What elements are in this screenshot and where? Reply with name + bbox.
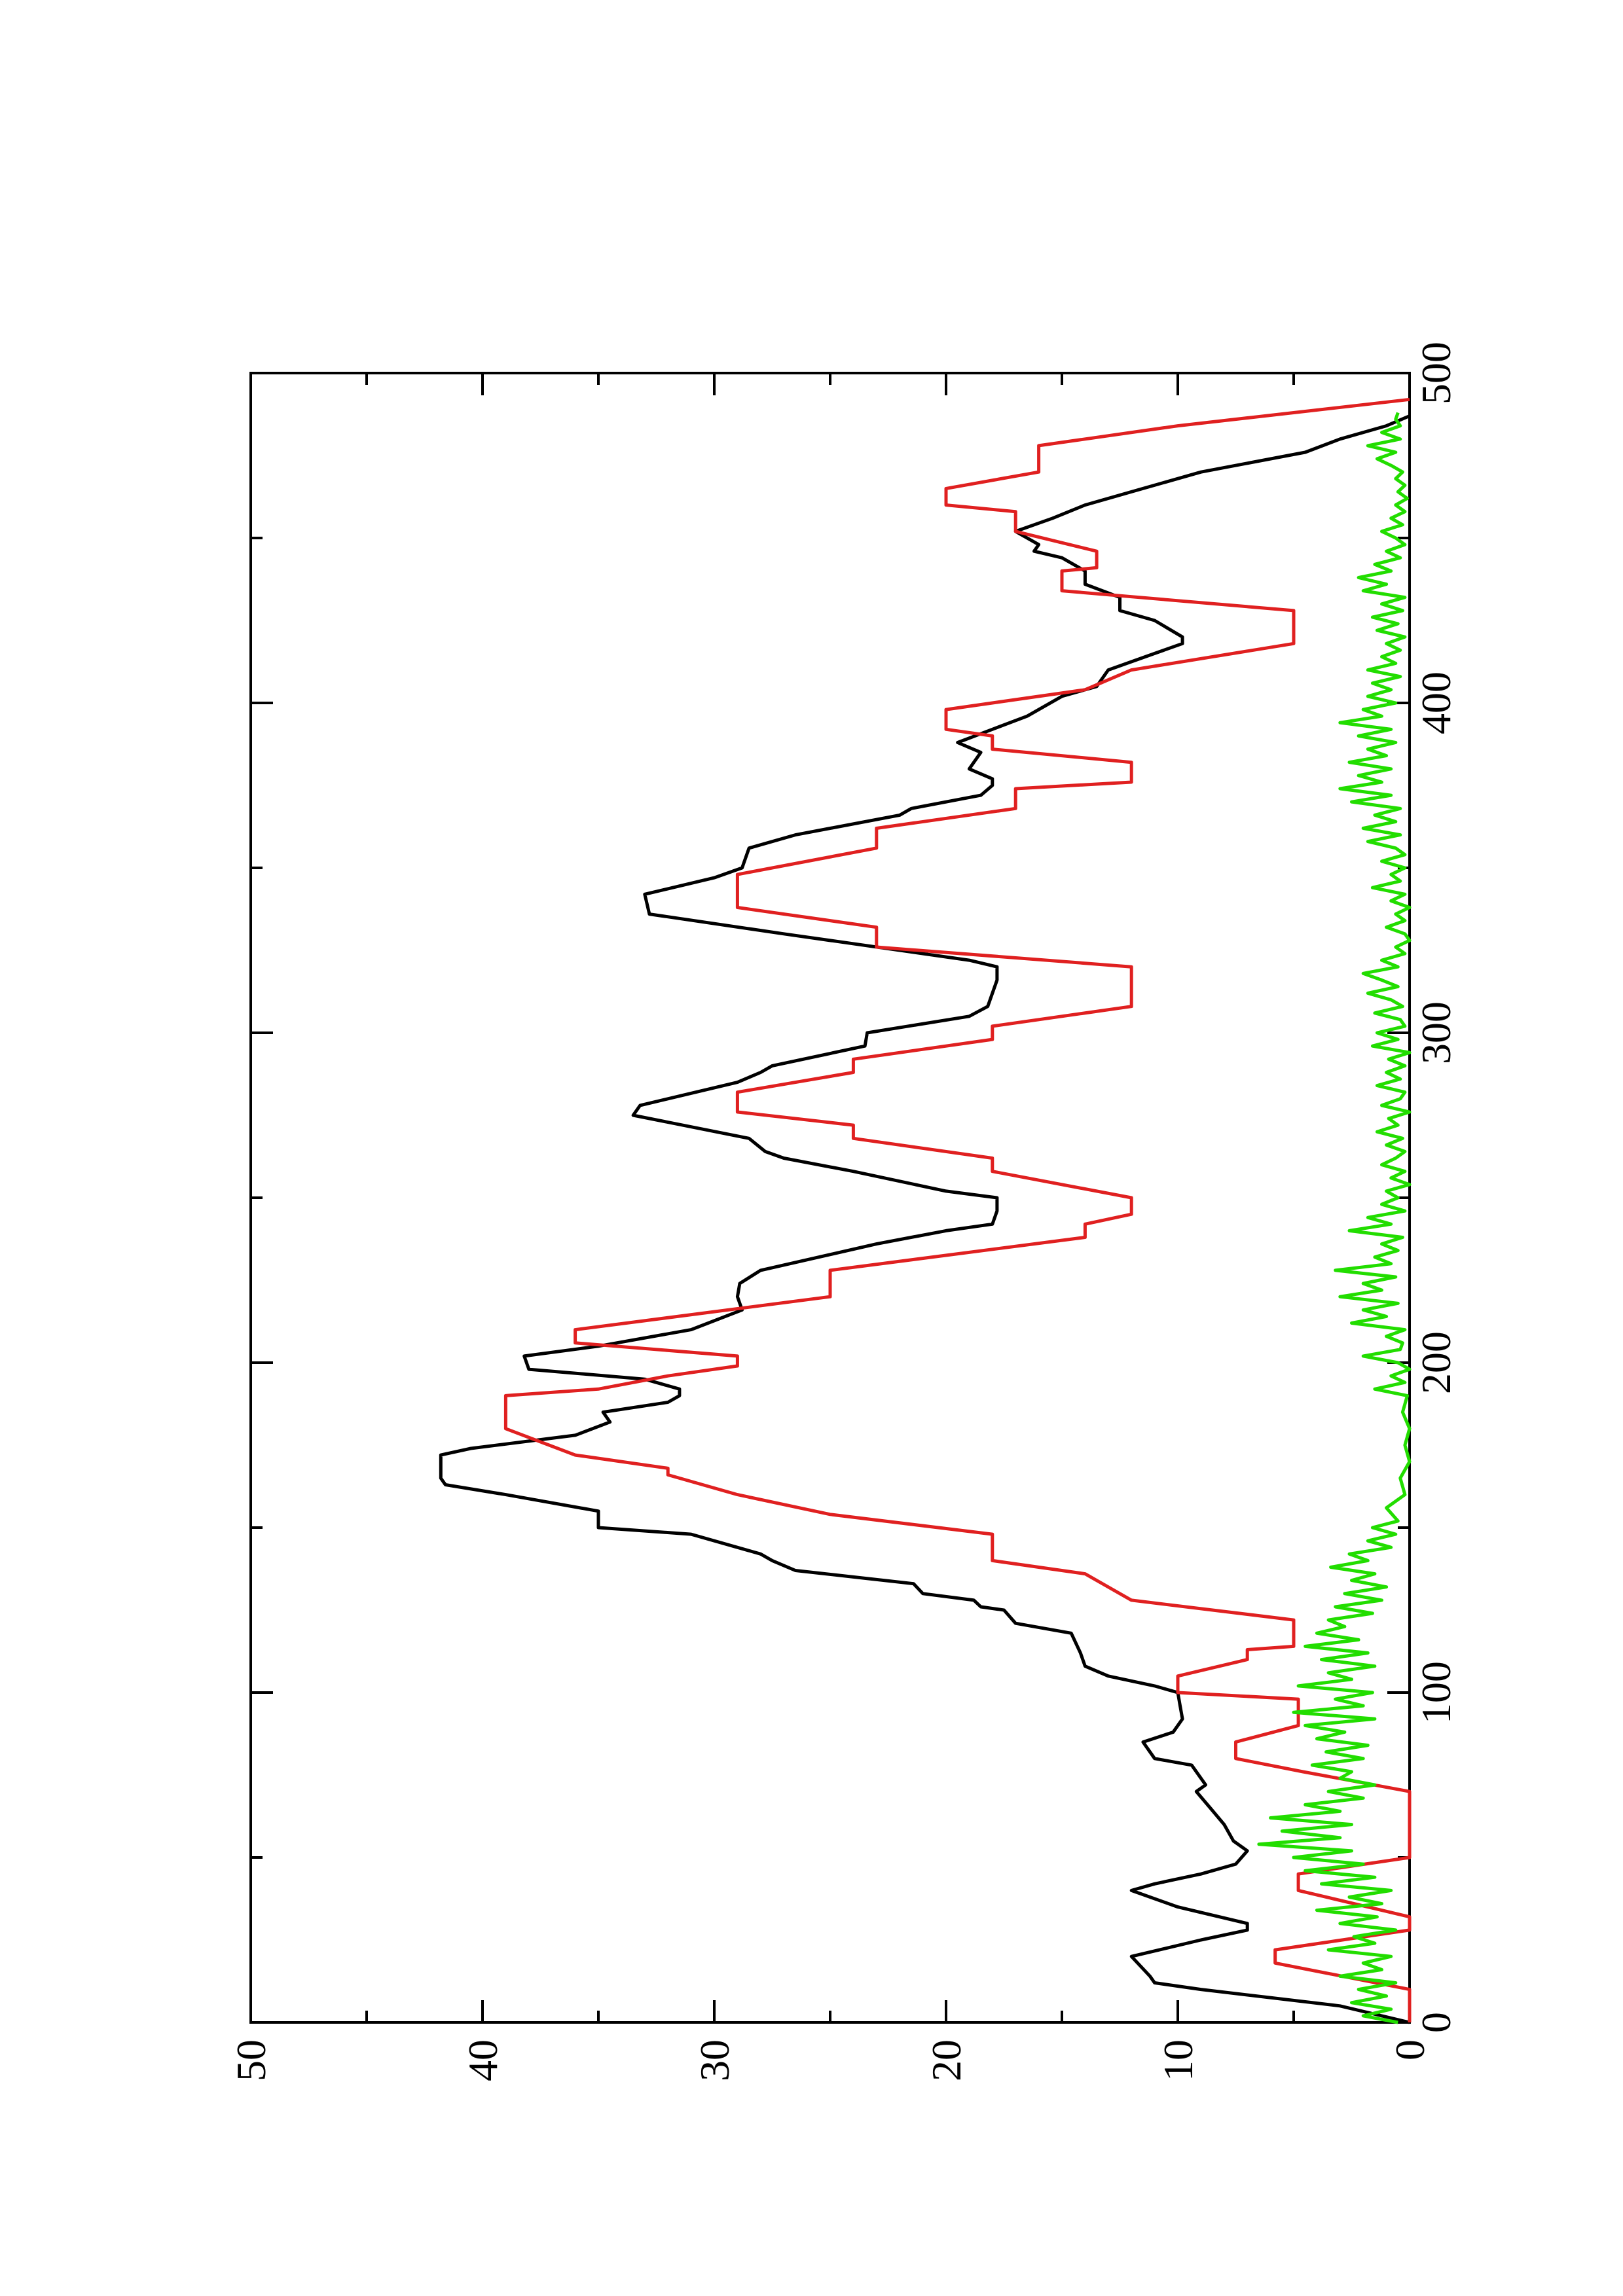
y-tick-label: 30: [691, 2039, 738, 2081]
x-axis-ticks: 0 100 200 300 400 500: [251, 342, 1459, 2033]
x-tick-label: 400: [1413, 672, 1459, 734]
x-tick-label: 500: [1413, 342, 1459, 404]
y-tick-label: 10: [1155, 2039, 1201, 2081]
series-line-1: [439, 414, 1410, 2024]
y-tick-label: 20: [923, 2039, 970, 2081]
y-tick-label: 0: [1387, 2039, 1433, 2060]
y-axis-ticks: 0 10 20 30 40 50: [228, 373, 1433, 2081]
series-line-2: [503, 397, 1412, 2022]
series-layer: [439, 397, 1412, 2024]
y-tick-label: 40: [460, 2039, 506, 2081]
x-tick-label: 100: [1413, 1661, 1459, 1724]
x-tick-label: 300: [1413, 1001, 1459, 1064]
x-tick-label: 200: [1413, 1331, 1459, 1394]
series-line-3: [1257, 412, 1412, 2024]
plot-frame: [249, 372, 1411, 2024]
x-tick-label: 0: [1413, 2012, 1459, 2033]
y-tick-label: 50: [228, 2039, 274, 2081]
